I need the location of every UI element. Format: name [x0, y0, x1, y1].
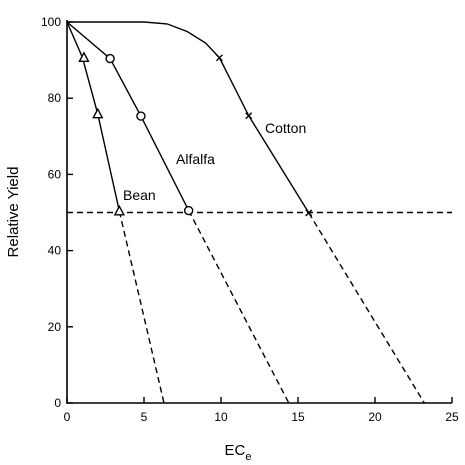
- data-point-alfalfa: [105, 53, 115, 64]
- curve-bean-solid: [66, 21, 121, 212]
- data-point-cotton: [245, 112, 253, 120]
- data-point-bean: [113, 204, 126, 216]
- series-label-alfalfa: Alfalfa: [176, 151, 215, 167]
- x-tick-label: 10: [214, 410, 228, 424]
- y-axis-title: Relative Yield: [5, 167, 22, 258]
- x-axis-title-main: EC: [225, 442, 246, 459]
- axes-layer: 0 5 10 15 20 25 0 20 40 60 80 100: [41, 15, 459, 424]
- y-tick-label: 20: [48, 320, 62, 334]
- data-point-bean: [78, 51, 90, 63]
- y-tick-label: 80: [48, 91, 62, 105]
- x-tick-label: 25: [445, 410, 459, 424]
- y-tick-label: 0: [54, 396, 61, 410]
- series-label-bean: Bean: [123, 187, 156, 203]
- x-tick-label: 5: [141, 410, 148, 424]
- data-point-alfalfa: [136, 111, 146, 121]
- x-axis-title-subscript: e: [245, 451, 251, 463]
- x-axis-title: ECe: [225, 442, 252, 463]
- curve-cotton-solid: [67, 21, 310, 214]
- x-tick-label: 15: [291, 410, 305, 424]
- curve-alfalfa-solid: [66, 21, 190, 211]
- curve-bean-dashed: [118, 211, 165, 404]
- x-tick-label: 0: [64, 410, 71, 424]
- series-label-cotton: Cotton: [265, 120, 306, 136]
- y-tick-label: 100: [41, 15, 61, 29]
- curve-alfalfa-dashed: [188, 210, 290, 404]
- x-tick-label: 20: [368, 410, 382, 424]
- data-point-bean: [92, 107, 104, 119]
- y-tick-label: 40: [48, 244, 62, 258]
- curves-layer: [66, 21, 425, 404]
- data-point-alfalfa: [183, 205, 194, 216]
- y-tick-label: 60: [48, 167, 62, 181]
- data-point-cotton: [305, 209, 313, 217]
- markers-layer: [78, 51, 313, 217]
- data-point-cotton: [215, 54, 223, 62]
- curve-cotton-dashed: [308, 212, 425, 404]
